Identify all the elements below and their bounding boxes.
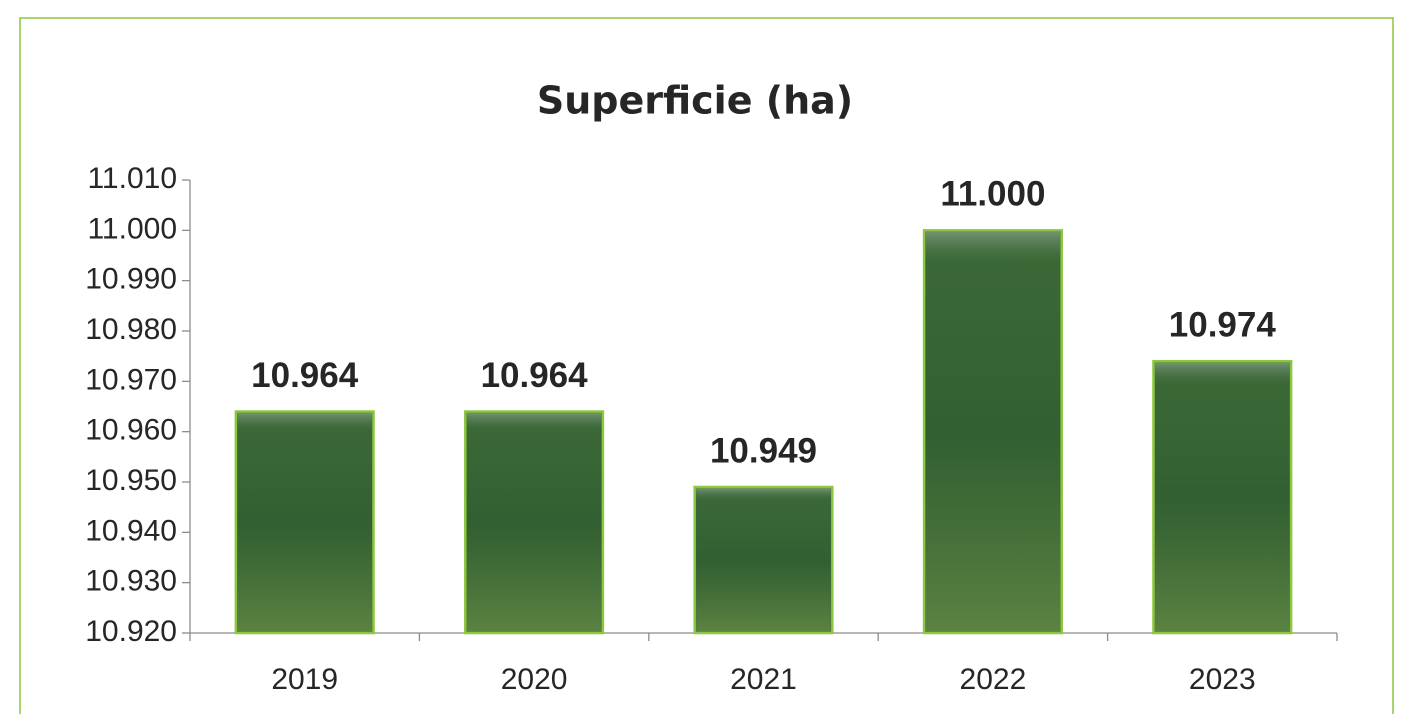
- data-label: 10.949: [710, 431, 817, 470]
- y-tick-label: 10.950: [85, 464, 177, 497]
- y-tick-label: 10.980: [85, 313, 177, 346]
- y-tick-label: 10.920: [85, 615, 177, 648]
- data-label: 11.000: [940, 175, 1045, 214]
- bar-texture: [925, 231, 1061, 632]
- data-label: 10.964: [481, 356, 589, 395]
- bar-texture: [696, 488, 831, 632]
- bar-texture: [466, 413, 602, 632]
- chart-title: Superficie (ha): [537, 79, 853, 123]
- x-tick-label: 2020: [501, 663, 568, 696]
- y-tick-label: 11.000: [87, 212, 177, 245]
- bar-texture: [1154, 362, 1290, 632]
- y-tick-label: 10.960: [85, 414, 177, 447]
- data-label: 10.964: [251, 356, 359, 395]
- y-tick-label: 10.940: [85, 514, 177, 547]
- y-tick-label: 11.010: [87, 162, 177, 195]
- y-tick-label: 10.930: [85, 565, 177, 598]
- y-tick-label: 10.990: [85, 263, 177, 296]
- data-label: 10.974: [1169, 305, 1277, 344]
- x-tick-label: 2023: [1189, 663, 1256, 696]
- x-tick-label: 2021: [730, 663, 797, 696]
- bar-texture: [237, 413, 373, 632]
- y-tick-label: 10.970: [85, 363, 177, 396]
- x-tick-label: 2022: [960, 663, 1027, 696]
- x-tick-label: 2019: [271, 663, 338, 696]
